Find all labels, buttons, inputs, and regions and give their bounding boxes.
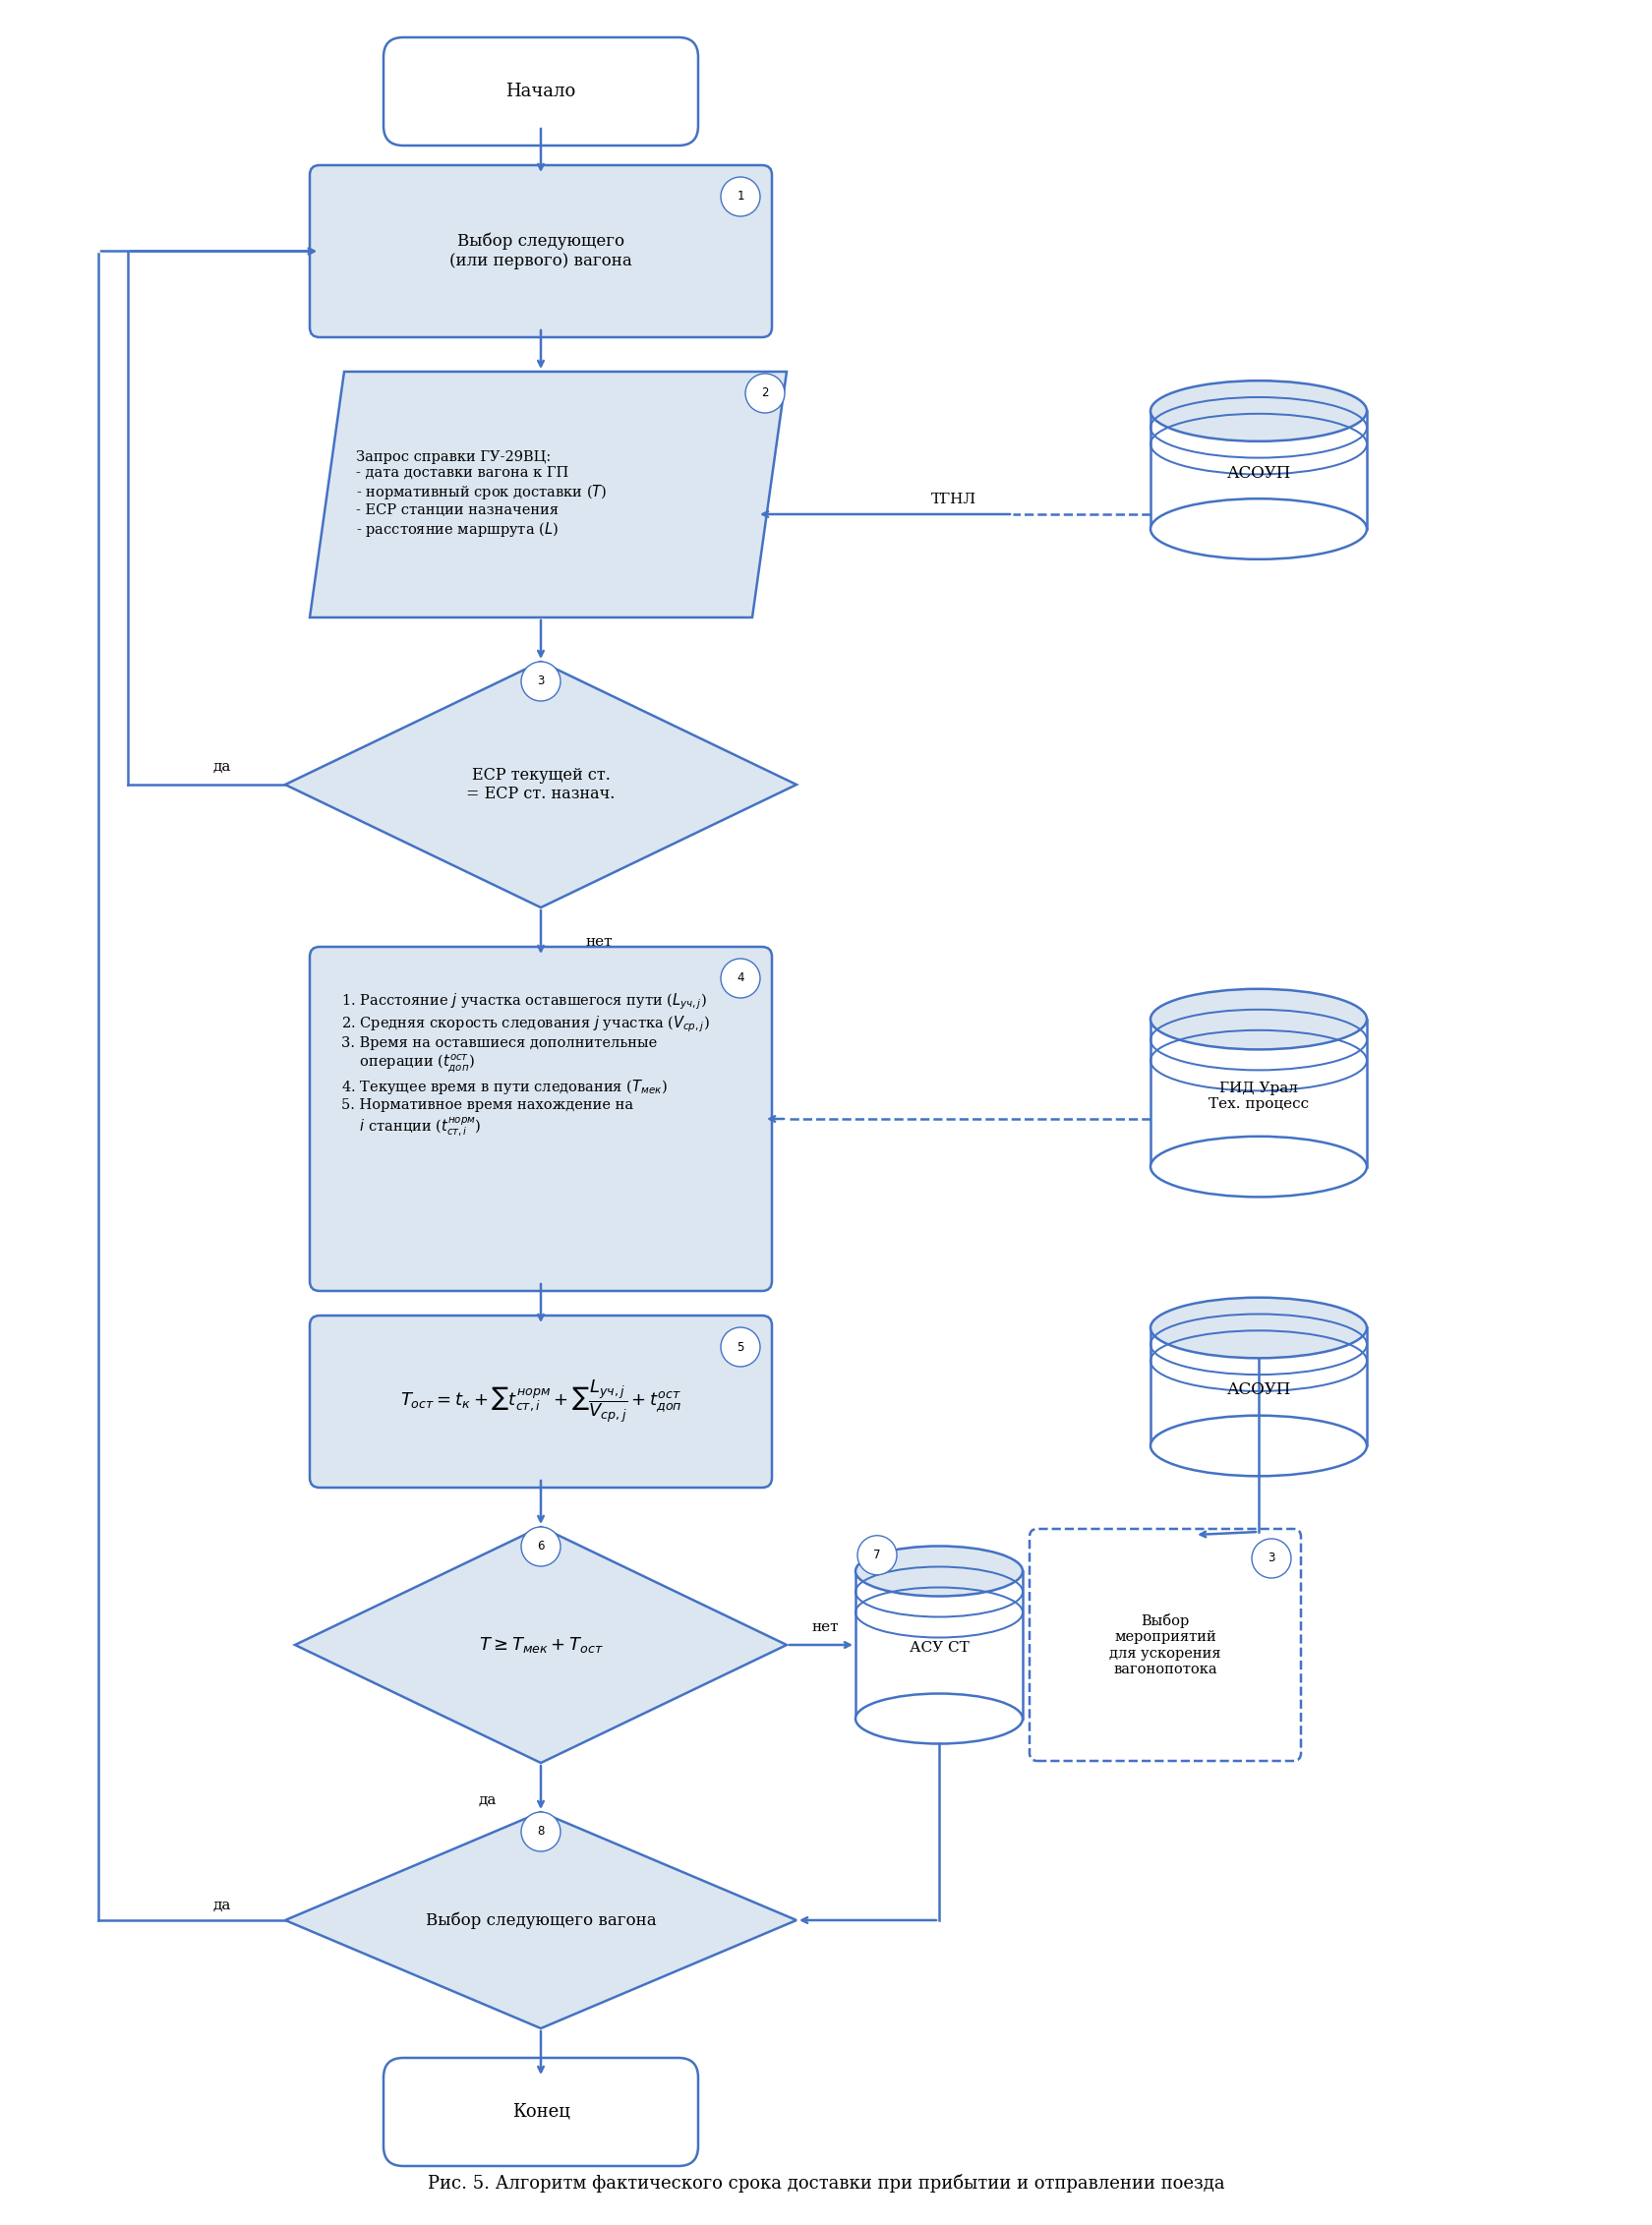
Text: Начало: Начало: [506, 82, 577, 100]
Ellipse shape: [1150, 1297, 1366, 1357]
Text: ТГНЛ: ТГНЛ: [932, 492, 976, 507]
Polygon shape: [1150, 1019, 1366, 1166]
Text: ГИД Урал
Тех. процесс: ГИД Урал Тех. процесс: [1209, 1081, 1308, 1110]
Text: Рис. 5. Алгоритм фактического срока доставки при прибытии и отправлении поезда: Рис. 5. Алгоритм фактического срока дост…: [428, 2174, 1224, 2194]
Circle shape: [520, 661, 560, 701]
Circle shape: [745, 374, 785, 414]
Circle shape: [720, 178, 760, 216]
Text: нет: нет: [585, 934, 613, 948]
Text: да: да: [213, 1898, 231, 1911]
Text: 8: 8: [537, 1824, 545, 1838]
Text: Запрос справки ГУ-29ВЦ:
- дата доставки вагона к ГП
- нормативный срок доставки : Запрос справки ГУ-29ВЦ: - дата доставки …: [357, 449, 608, 538]
Ellipse shape: [856, 1693, 1023, 1744]
Text: АСОУП: АСОУП: [1226, 1382, 1290, 1397]
Polygon shape: [286, 661, 796, 908]
FancyBboxPatch shape: [383, 38, 699, 145]
Polygon shape: [1150, 412, 1366, 530]
Ellipse shape: [856, 1546, 1023, 1595]
Text: $T_{ост} = t_к + \sum t^{норм}_{ст,i} + \sum \dfrac{L_{уч,j}}{V_{ср,j}} + t^{ост: $T_{ост} = t_к + \sum t^{норм}_{ст,i} + …: [400, 1377, 682, 1424]
Polygon shape: [1150, 1328, 1366, 1446]
Ellipse shape: [1150, 1137, 1366, 1197]
Text: 7: 7: [874, 1549, 881, 1562]
Text: Конец: Конец: [512, 2103, 570, 2120]
Text: 2: 2: [762, 387, 768, 401]
Circle shape: [720, 959, 760, 999]
Ellipse shape: [1150, 988, 1366, 1050]
Text: да: да: [479, 1793, 497, 1807]
Text: 1: 1: [737, 191, 743, 202]
Text: 3: 3: [1267, 1553, 1275, 1564]
Text: Выбор следующего вагона: Выбор следующего вагона: [426, 1911, 656, 1929]
Text: да: да: [213, 761, 231, 774]
Text: $T \geq T_{мек} + T_{ост}$: $T \geq T_{мек} + T_{ост}$: [479, 1635, 603, 1655]
Ellipse shape: [1150, 380, 1366, 441]
Polygon shape: [311, 372, 786, 619]
Text: нет: нет: [811, 1620, 839, 1633]
Circle shape: [857, 1535, 897, 1575]
FancyBboxPatch shape: [1029, 1529, 1302, 1760]
Ellipse shape: [1150, 1415, 1366, 1475]
Polygon shape: [296, 1526, 786, 1762]
Polygon shape: [286, 1811, 796, 2029]
Text: АСОУП: АСОУП: [1226, 465, 1290, 481]
Text: 6: 6: [537, 1540, 545, 1553]
Polygon shape: [856, 1571, 1023, 1718]
Circle shape: [520, 1526, 560, 1566]
Text: 1. Расстояние $j$ участка оставшегося пути ($L_{уч,j}$)
2. Средняя скорость след: 1. Расстояние $j$ участка оставшегося пу…: [342, 990, 710, 1139]
Text: Выбор следующего
(или первого) вагона: Выбор следующего (или первого) вагона: [449, 234, 633, 269]
Text: 3: 3: [537, 674, 545, 688]
FancyBboxPatch shape: [311, 1315, 771, 1489]
Text: ЕСР текущей ст.
= ЕСР ст. назнач.: ЕСР текущей ст. = ЕСР ст. назнач.: [466, 768, 615, 803]
Text: 4: 4: [737, 972, 743, 986]
Circle shape: [1252, 1540, 1292, 1578]
Text: Выбор
мероприятий
для ускорения
вагонопотока: Выбор мероприятий для ускорения вагонопо…: [1110, 1613, 1221, 1675]
FancyBboxPatch shape: [311, 948, 771, 1290]
Circle shape: [520, 1811, 560, 1851]
Circle shape: [720, 1328, 760, 1366]
FancyBboxPatch shape: [383, 2058, 699, 2165]
FancyBboxPatch shape: [311, 165, 771, 338]
Text: 5: 5: [737, 1342, 743, 1353]
Ellipse shape: [1150, 498, 1366, 558]
Text: нет: нет: [585, 2056, 613, 2069]
Text: АСУ СТ: АСУ СТ: [909, 1640, 970, 1655]
